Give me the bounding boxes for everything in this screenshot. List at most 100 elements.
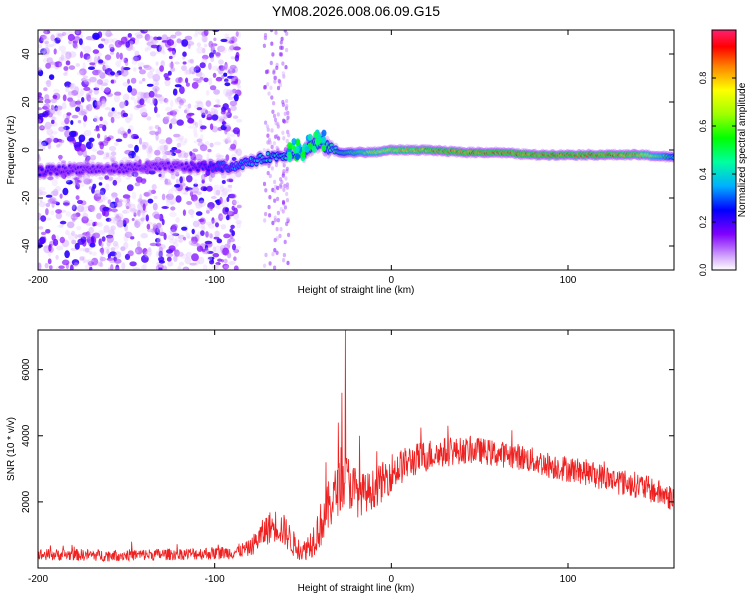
noise-cell [82,173,91,181]
noise-cell [71,239,77,245]
noise-cell [43,30,48,37]
noise-cell [81,216,88,224]
noise-cell [166,111,174,116]
noise-cell [222,263,230,270]
noise-cell [285,31,289,36]
noise-cell [96,212,102,220]
noise-cell [264,211,268,217]
noise-cell [161,34,168,42]
noise-cell [147,247,152,253]
noise-cell [85,93,92,101]
noise-cell [38,143,41,147]
noise-cell [270,166,274,171]
noise-cell [177,135,185,141]
noise-cell [223,265,230,269]
noise-cell [286,115,290,120]
noise-cell [100,38,106,42]
noise-cell [55,32,61,38]
top-y-tick-label: -40 [21,238,32,253]
noise-cell [50,210,55,215]
noise-cell [205,90,210,96]
noise-cell [122,100,126,108]
noise-cell [46,79,52,88]
noise-cell [93,118,98,122]
bottom-x-tick-label: 100 [560,574,577,585]
noise-cell [115,264,120,270]
noise-cell [212,49,216,55]
noise-cell [90,154,97,161]
noise-cell [79,143,87,152]
noise-cell [99,191,106,196]
noise-cell [127,128,131,134]
noise-cell [231,199,237,206]
noise-cell [282,119,287,124]
noise-cell [61,102,67,110]
noise-cell [224,33,230,39]
noise-cell [122,67,131,71]
noise-cell [262,148,266,153]
noise-cell [69,130,77,138]
noise-cell [162,50,166,55]
noise-cell [229,45,235,51]
noise-cell [114,243,120,250]
noise-cell [109,155,117,162]
chart-title: YM08.2026.008.06.09.G15 [272,3,440,19]
noise-cell [191,236,195,243]
noise-cell [281,61,285,66]
noise-cell [201,174,206,181]
noise-cell [149,51,157,57]
noise-cell [275,250,279,255]
noise-cell [58,154,62,161]
noise-cell [126,184,134,192]
noise-cell [224,123,231,128]
noise-cell [207,202,215,209]
noise-cell [68,233,75,241]
noise-cell [103,225,110,233]
noise-cell [159,244,166,250]
noise-cell [172,233,180,237]
noise-cell [189,188,193,193]
noise-cell [158,97,164,104]
top-x-axis: -200 -100 0 100 [28,30,577,286]
noise-cell [90,204,97,213]
noise-cell [287,133,291,138]
noise-cell [120,36,128,45]
noise-cell [38,262,42,270]
noise-cell [124,61,129,66]
noise-cell [163,73,169,79]
noise-cell [76,71,85,76]
noise-cell [41,36,49,42]
signal-ridge [38,129,674,181]
noise-cell [45,217,52,221]
noise-cell [64,176,71,183]
noise-cell [133,55,140,62]
ridge-core [118,170,122,174]
noise-cell [282,136,286,141]
noise-cell [121,262,126,270]
noise-cell [218,59,224,65]
noise-cell [189,58,195,64]
ridge-core [163,166,167,170]
noise-cell [216,154,225,158]
ridge-core [122,170,126,174]
noise-cell [209,123,214,130]
noise-cell [46,57,53,64]
noise-cell [276,185,280,191]
noise-cell [282,252,286,258]
snr-series-line [38,330,674,563]
noise-cell [126,196,131,204]
noise-cell [97,133,101,139]
noise-cell [272,141,276,146]
noise-cell [226,196,230,202]
noise-cell [88,66,95,70]
noise-cell [165,106,172,112]
noise-cell [169,196,177,205]
noise-cell [161,150,168,156]
colorbar-scale [711,29,737,271]
ridge-blob [321,129,327,137]
noise-cell [206,207,211,211]
noise-cell [40,215,47,222]
noise-cell [195,202,203,209]
ridge-blob [291,138,297,146]
noise-cell [147,35,154,44]
